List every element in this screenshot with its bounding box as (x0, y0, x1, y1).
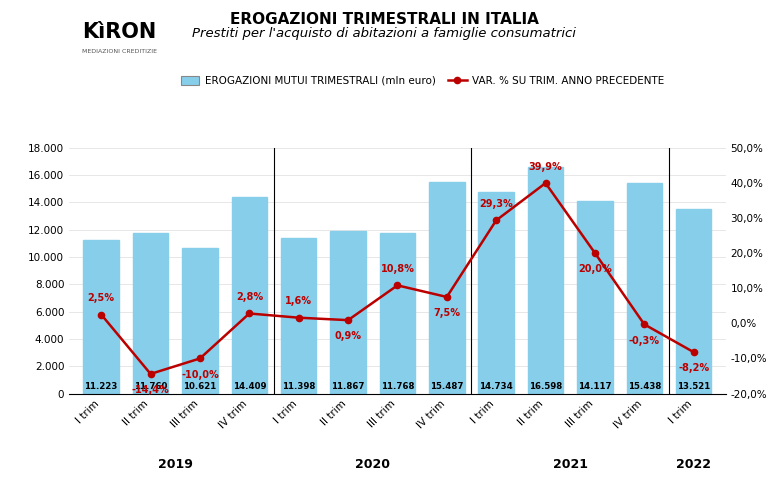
Text: 11.867: 11.867 (331, 382, 365, 391)
Bar (627, 183, 662, 394)
Text: -10,0%: -10,0% (181, 369, 219, 380)
Text: 2019: 2019 (158, 459, 193, 471)
Bar (281, 238, 316, 394)
Text: -0,3%: -0,3% (629, 336, 660, 345)
Text: Prestiti per l'acquisto di abitazioni a famiglie consumatrici: Prestiti per l'acquisto di abitazioni a … (192, 27, 576, 40)
Bar (379, 233, 415, 394)
Text: 0,9%: 0,9% (335, 332, 362, 341)
Text: 11.760: 11.760 (134, 382, 167, 391)
Bar (182, 248, 218, 394)
Text: 2,8%: 2,8% (236, 292, 263, 302)
Bar (676, 209, 711, 394)
Bar (84, 240, 119, 394)
Text: 14.117: 14.117 (578, 382, 612, 391)
Bar (478, 192, 514, 394)
Text: EROGAZIONI TRIMESTRALI IN ITALIA: EROGAZIONI TRIMESTRALI IN ITALIA (230, 12, 538, 27)
Bar (578, 201, 613, 394)
Text: 10.621: 10.621 (184, 382, 217, 391)
Text: 29,3%: 29,3% (479, 199, 513, 209)
Text: 🧍: 🧍 (22, 29, 30, 43)
Bar (429, 182, 465, 394)
Text: 16.598: 16.598 (529, 382, 562, 391)
Bar (528, 167, 563, 394)
Text: -14,4%: -14,4% (131, 385, 170, 395)
Text: 2020: 2020 (356, 459, 390, 471)
Text: 14.409: 14.409 (233, 382, 266, 391)
Text: 15.438: 15.438 (627, 382, 661, 391)
Legend: EROGAZIONI MUTUI TRIMESTRALI (mln euro), VAR. % SU TRIM. ANNO PRECEDENTE: EROGAZIONI MUTUI TRIMESTRALI (mln euro),… (177, 72, 668, 90)
Text: 1,6%: 1,6% (285, 297, 313, 307)
Text: KìRON: KìRON (82, 22, 157, 42)
Text: MEDIAZIONI CREDITIZIE: MEDIAZIONI CREDITIZIE (82, 49, 157, 54)
Text: 2021: 2021 (553, 459, 588, 471)
Text: 7,5%: 7,5% (433, 308, 460, 318)
Bar (133, 233, 168, 394)
Bar (330, 231, 366, 394)
Text: 11.768: 11.768 (381, 382, 414, 391)
Text: 39,9%: 39,9% (528, 162, 562, 172)
Text: -8,2%: -8,2% (678, 364, 709, 373)
Text: 10,8%: 10,8% (380, 264, 415, 274)
Text: 11.223: 11.223 (84, 382, 118, 391)
Text: 11.398: 11.398 (282, 382, 316, 391)
Text: 15.487: 15.487 (430, 382, 464, 391)
Text: 20,0%: 20,0% (578, 264, 612, 274)
Bar (232, 197, 267, 394)
Text: 2022: 2022 (676, 459, 711, 471)
Text: 14.734: 14.734 (479, 382, 513, 391)
Text: 2,5%: 2,5% (88, 293, 114, 303)
Text: 13.521: 13.521 (677, 382, 710, 391)
